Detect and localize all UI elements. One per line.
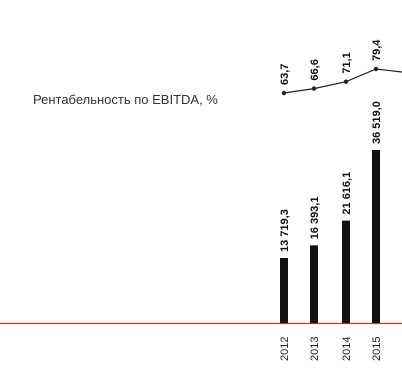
line-point-2014 <box>343 79 349 84</box>
bar-2014 <box>342 220 350 323</box>
x-tick-label-2012: 2012 <box>279 337 291 361</box>
line-point-2015 <box>373 66 379 72</box>
line-value-label-2012: 63,7 <box>279 64 291 85</box>
x-tick-label-2013: 2013 <box>309 337 321 361</box>
bar-2012 <box>280 258 288 323</box>
line-point-2012 <box>281 90 287 96</box>
bar-value-label-2014: 21 616,1 <box>341 172 353 215</box>
bar-2015 <box>372 150 380 323</box>
chart-marks: 13 719,3 2012 16 393,1 2013 21 616,1 2014 36 5… <box>279 39 402 361</box>
line-value-label-2013: 66,6 <box>309 59 321 80</box>
bar-value-label-2015: 36 519,0 <box>371 101 383 144</box>
bar-2013 <box>310 245 318 323</box>
line-point-2013 <box>311 86 317 91</box>
x-tick-label-2015: 2015 <box>371 337 383 361</box>
bar-value-label-2012: 13 719,3 <box>279 209 291 252</box>
line-value-label-2014: 71,1 <box>341 52 353 73</box>
x-tick-label-2014: 2014 <box>341 337 353 361</box>
line-value-label-2015: 79,4 <box>371 39 383 61</box>
line-series-legend-label: Рентабельность по EBITDA, % <box>33 92 218 107</box>
bar-value-label-2013: 16 393,1 <box>309 197 321 240</box>
